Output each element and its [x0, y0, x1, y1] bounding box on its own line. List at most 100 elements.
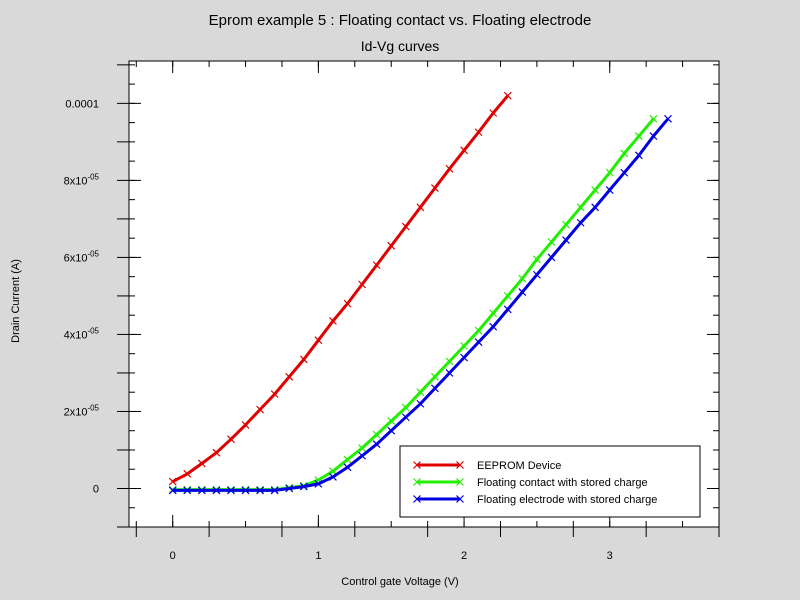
data-point: [532, 270, 541, 279]
data-point: [227, 486, 235, 495]
data-point: [372, 430, 381, 439]
y-tick-label-exponent: -05: [87, 326, 99, 335]
y-tick-label-mantissa: 6x10: [64, 252, 88, 264]
y-tick-label-exponent: -05: [87, 403, 99, 412]
data-point: [445, 357, 454, 366]
data-point: [314, 336, 323, 345]
data-point: [649, 114, 658, 123]
data-point: [620, 168, 629, 177]
data-point: [576, 218, 585, 227]
data-point: [314, 479, 323, 488]
y-tick-label: 2x10-05: [64, 403, 100, 418]
data-point: [183, 486, 192, 495]
data-point: [212, 486, 221, 495]
data-point: [562, 236, 570, 245]
legend-entry-label: EEPROM Device: [477, 460, 561, 472]
data-point: [634, 132, 643, 141]
y-tick-label-mantissa: 4x10: [64, 329, 88, 341]
data-point: [445, 369, 454, 377]
data-point: [416, 388, 425, 397]
data-point: [562, 220, 570, 229]
legend-marker: [456, 495, 464, 503]
y-tick-label: 0.0001: [65, 98, 99, 110]
legend-marker: [456, 478, 464, 486]
data-point: [605, 186, 614, 194]
data-point: [503, 91, 512, 100]
y-tick-label-mantissa: 8x10: [64, 175, 88, 187]
x-tick-label: 0: [170, 550, 176, 562]
data-point: [503, 292, 512, 300]
data-point: [329, 473, 337, 481]
y-tick-label-mantissa: 0: [93, 483, 99, 495]
data-point: [358, 280, 367, 289]
data-point: [649, 132, 658, 141]
legend-marker: [413, 478, 421, 486]
data-point: [299, 482, 308, 491]
data-point: [329, 317, 337, 325]
chart-subtitle: Id-Vg curves: [360, 38, 440, 54]
data-point: [343, 463, 352, 472]
y-tick-label: 6x10-05: [64, 249, 100, 264]
data-point: [460, 146, 468, 155]
data-point: [270, 390, 279, 399]
data-point: [256, 486, 265, 495]
data-point: [518, 274, 527, 283]
legend-entry-label: Floating contact with stored charge: [477, 477, 648, 489]
data-point: [358, 444, 367, 452]
data-point: [358, 451, 367, 460]
data-point: [343, 299, 352, 308]
data-point: [197, 486, 206, 495]
data-point: [197, 459, 206, 468]
data-point: [532, 255, 541, 264]
data-point: [168, 486, 177, 495]
data-point: [547, 238, 556, 246]
data-point: [445, 164, 454, 173]
data-point: [489, 322, 498, 331]
data-point: [489, 309, 498, 318]
series-1: [168, 91, 512, 486]
data-point: [431, 184, 439, 193]
data-point: [285, 484, 294, 493]
data-point: [183, 469, 192, 478]
y-tick-label-exponent: -05: [87, 249, 99, 258]
data-point: [387, 426, 396, 435]
data-point: [518, 288, 527, 296]
data-point: [474, 326, 483, 335]
data-point: [168, 477, 177, 486]
data-point: [576, 203, 585, 212]
data-point: [299, 355, 308, 364]
x-tick-label: 3: [607, 550, 613, 562]
data-point: [401, 413, 410, 422]
data-point: [605, 168, 614, 177]
data-point: [634, 151, 643, 160]
data-point: [460, 353, 468, 362]
legend-marker: [413, 461, 421, 469]
legend: EEPROM Device Floating contact with store…: [399, 445, 701, 518]
data-point: [547, 253, 556, 262]
x-tick-label: 2: [461, 550, 467, 562]
data-point: [401, 222, 410, 231]
data-point: [664, 114, 672, 123]
data-point: [416, 203, 425, 212]
x-axis-label: Control gate Voltage (V): [341, 576, 459, 588]
data-point: [591, 186, 600, 194]
data-point: [241, 486, 250, 495]
legend-marker: [456, 461, 464, 469]
legend-marker: [413, 495, 421, 503]
data-point: [620, 149, 629, 158]
y-tick-label: 8x10-05: [64, 172, 100, 187]
data-point: [343, 455, 352, 464]
series-group: [168, 91, 672, 495]
data-point: [401, 403, 410, 412]
data-point: [591, 203, 600, 212]
data-point: [212, 448, 221, 457]
data-point: [387, 417, 396, 426]
series-3: [168, 114, 672, 495]
y-tick-label-mantissa: 0.0001: [65, 98, 99, 110]
data-point: [387, 241, 396, 250]
data-point: [329, 467, 337, 476]
y-tick-label-mantissa: 2x10: [64, 406, 88, 418]
data-point: [285, 372, 294, 381]
data-point: [372, 440, 381, 449]
